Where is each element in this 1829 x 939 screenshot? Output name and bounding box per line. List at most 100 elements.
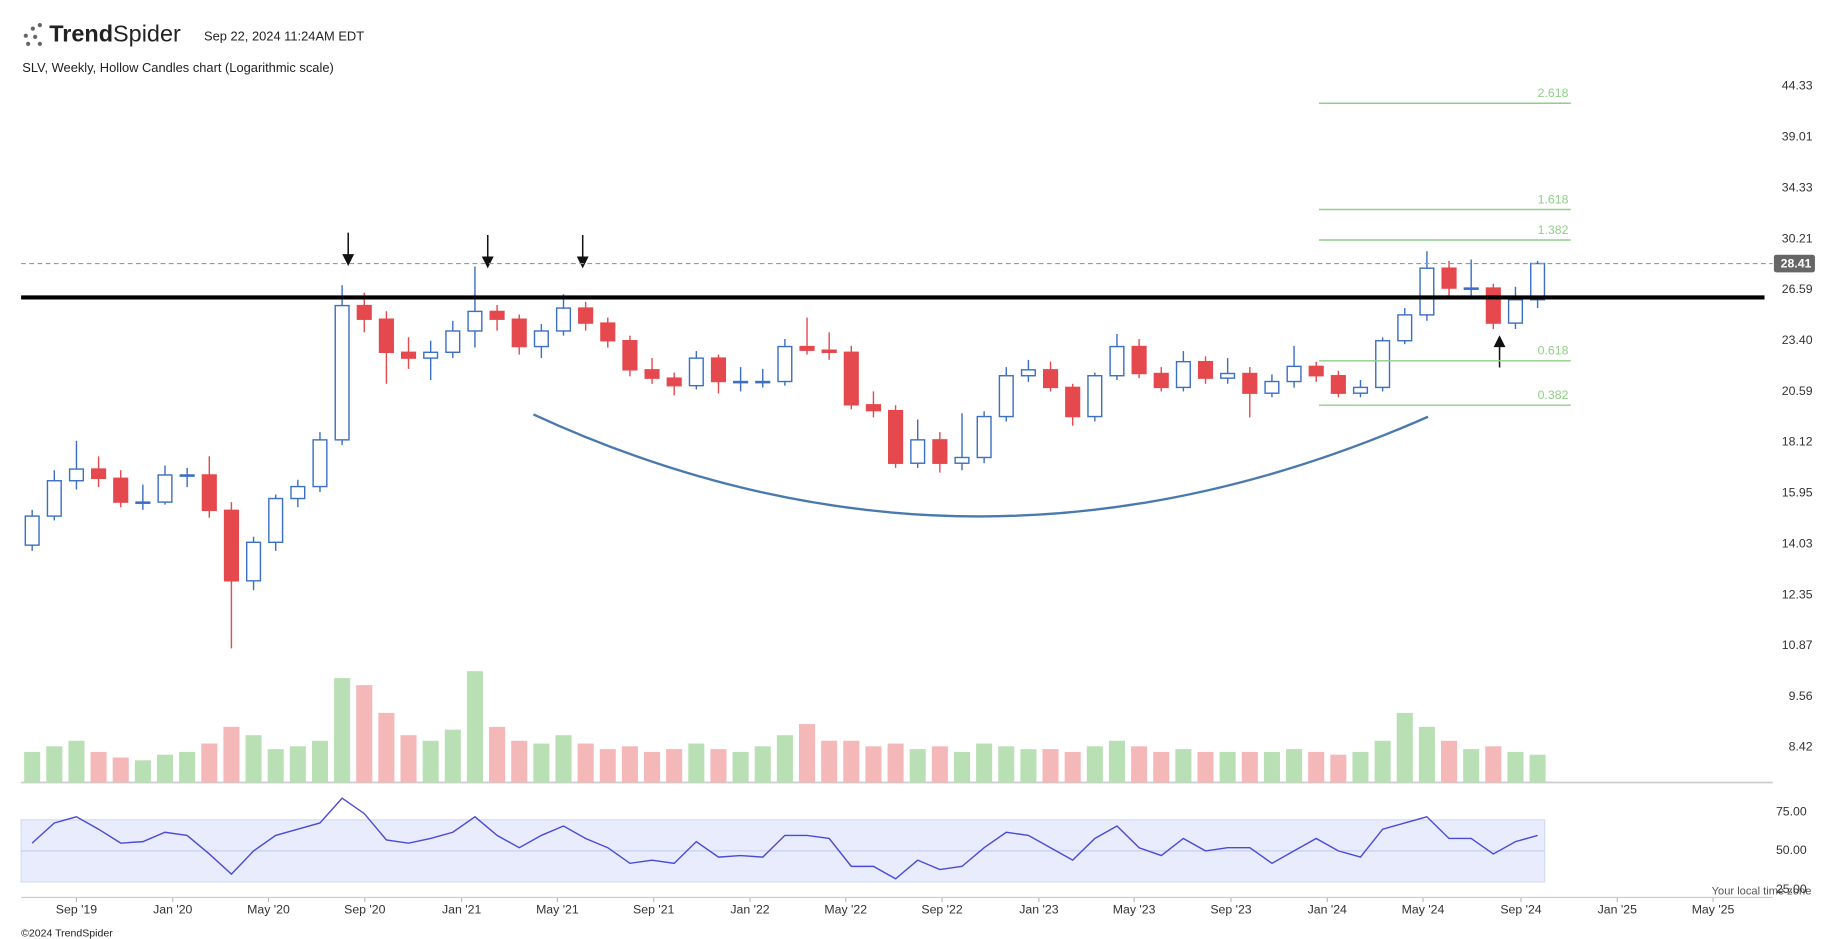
volume-bar: [1396, 712, 1413, 783]
volume-bar: [843, 740, 860, 783]
candle-body: [666, 377, 682, 387]
candle-body: [46, 480, 62, 517]
candle-body: [1530, 262, 1546, 301]
candle-body: [954, 456, 970, 464]
fib-label: 0.618: [1538, 344, 1569, 358]
y-tick-label: 39.01: [1782, 130, 1813, 144]
volume-bar: [466, 671, 483, 783]
x-tick-label: Jan '21: [442, 903, 481, 917]
candle-body: [1352, 386, 1369, 394]
y-tick-label: 50.00: [1776, 843, 1807, 857]
candle-body: [1419, 267, 1435, 316]
candle-body: [290, 485, 306, 500]
y-tick-label: 44.33: [1782, 79, 1813, 93]
candle-body: [91, 468, 107, 480]
volume-bar: [201, 743, 218, 783]
brand: TrendSpider: [49, 21, 181, 47]
volume-bar: [644, 751, 661, 783]
candle-body: [1220, 372, 1236, 379]
y-tick-label: 26.59: [1782, 282, 1813, 296]
volume-bar: [1441, 740, 1458, 783]
last-price-label: 28.41: [1781, 256, 1812, 270]
volume-bar: [1286, 749, 1303, 783]
volume-bar: [334, 678, 351, 783]
y-tick-label: 10.87: [1782, 638, 1813, 652]
x-tick-label: Sep '23: [1210, 903, 1251, 917]
volume-bar: [400, 735, 417, 783]
candle-body: [245, 541, 262, 582]
candle-body: [821, 349, 837, 353]
volume-bar: [1197, 751, 1214, 783]
volume-bar: [311, 740, 329, 783]
candle-body: [1042, 369, 1059, 389]
candle-body: [1197, 360, 1214, 379]
x-tick-label: May '23: [1113, 903, 1156, 917]
candle-body: [1330, 375, 1346, 394]
candle-body: [622, 340, 638, 371]
x-tick-label: May '25: [1692, 903, 1735, 917]
candle-body: [179, 474, 195, 477]
candle-body: [1131, 345, 1147, 375]
volume-bar: [931, 746, 948, 783]
volume-bar: [1086, 746, 1103, 783]
volume-bar: [798, 724, 816, 783]
volume-bar: [46, 746, 63, 783]
x-tick-label: Sep '19: [56, 903, 97, 917]
footer: ©2024 TrendSpider: [21, 928, 113, 939]
candle-body: [600, 322, 616, 342]
arrow-head: [576, 256, 589, 269]
candle-body: [24, 515, 40, 546]
arrow-head: [342, 254, 355, 267]
candle-body: [113, 477, 129, 503]
volume-bar: [112, 757, 129, 783]
volume-bar: [710, 749, 727, 783]
candle-body: [1286, 365, 1302, 383]
volume-bar: [1330, 754, 1347, 783]
candle-body: [910, 439, 926, 464]
x-tick-label: Jan '20: [153, 903, 192, 917]
volume-bar: [599, 749, 616, 783]
fib-label: 0.382: [1538, 388, 1569, 402]
volume-bar: [24, 751, 41, 783]
candle-body: [710, 357, 727, 383]
x-tick-label: Jan '24: [1308, 903, 1347, 917]
candle-body: [1153, 372, 1169, 389]
candle-body: [312, 439, 328, 488]
volume-bar: [533, 743, 550, 783]
y-tick-label: 9.56: [1789, 689, 1813, 703]
brand-bold: Trend: [49, 21, 113, 47]
volume-bar: [776, 735, 793, 783]
volume-bar: [422, 740, 439, 783]
volume-bar: [754, 746, 771, 783]
x-tick-label: Sep '22: [921, 903, 962, 917]
volume-bar: [1219, 751, 1236, 783]
candle-body: [467, 310, 483, 332]
candle-body: [334, 304, 350, 441]
volume-bar: [621, 746, 638, 783]
volume-bar: [1241, 751, 1258, 783]
candle-body: [135, 501, 151, 504]
fib-label: 1.382: [1538, 223, 1569, 237]
volume-bar: [356, 685, 373, 783]
y-tick-label: 34.33: [1782, 180, 1813, 194]
volume-bar: [865, 746, 882, 783]
candle-body: [1087, 375, 1103, 418]
y-tick-label: 18.12: [1782, 435, 1813, 449]
y-tick-label: 14.03: [1782, 537, 1813, 551]
candle-body: [1397, 314, 1413, 342]
candle-body: [423, 351, 439, 359]
volume-bar: [134, 760, 151, 783]
y-tick-label: 12.35: [1782, 587, 1813, 601]
candle-body: [1507, 299, 1524, 324]
candle-body: [578, 307, 594, 324]
x-tick-label: Jan '22: [730, 903, 769, 917]
candle-body: [445, 330, 461, 353]
candle-body: [533, 330, 549, 348]
volume-bar: [666, 749, 683, 783]
candle-body: [1441, 267, 1457, 289]
volume-bar: [577, 743, 594, 783]
volume-bar: [1064, 751, 1081, 783]
candle-body: [1485, 287, 1501, 324]
y-tick-label: 30.21: [1782, 231, 1813, 245]
candle-body: [799, 345, 815, 351]
